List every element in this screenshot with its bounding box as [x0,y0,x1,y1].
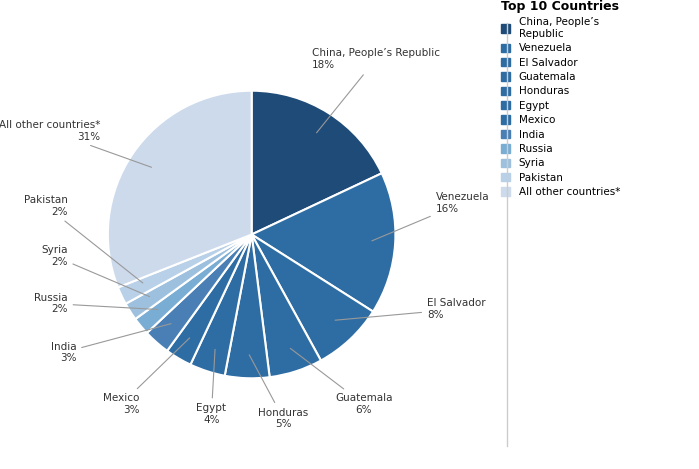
Text: Russia
2%: Russia 2% [34,293,158,314]
Text: Egypt
4%: Egypt 4% [196,349,226,425]
Text: Pakistan
2%: Pakistan 2% [24,195,143,283]
Wedge shape [224,234,270,378]
Text: Guatemala
6%: Guatemala 6% [290,348,393,415]
Text: India
3%: India 3% [50,324,171,363]
Wedge shape [147,234,252,351]
Text: Honduras
5%: Honduras 5% [250,355,308,429]
Legend: China, People’s
Republic, Venezuela, El Salvador, Guatemala, Honduras, Egypt, Me: China, People’s Republic, Venezuela, El … [500,0,620,197]
Wedge shape [252,91,382,234]
Wedge shape [126,234,252,319]
Text: Syria
2%: Syria 2% [41,245,150,296]
Wedge shape [118,234,252,304]
Wedge shape [136,234,252,333]
Text: Venezuela
16%: Venezuela 16% [372,192,489,241]
Wedge shape [252,173,396,311]
Wedge shape [252,234,373,361]
Text: All other countries*
31%: All other countries* 31% [0,120,152,167]
Text: Mexico
3%: Mexico 3% [103,338,189,415]
Wedge shape [108,91,252,287]
Wedge shape [167,234,252,364]
Wedge shape [252,234,321,377]
Wedge shape [190,234,252,376]
Text: El Salvador
8%: El Salvador 8% [335,298,486,320]
Text: China, People’s Republic
18%: China, People’s Republic 18% [312,48,440,133]
